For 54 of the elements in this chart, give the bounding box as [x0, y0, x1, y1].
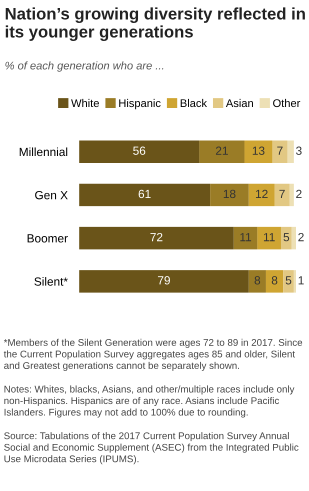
bar	[287, 140, 294, 163]
data-label: 61	[138, 190, 151, 198]
data-label: 8	[272, 276, 278, 285]
legend-label: Asian	[226, 98, 253, 108]
data-label: 11	[240, 233, 252, 242]
bar	[199, 140, 244, 163]
bar	[244, 140, 272, 163]
y-tick-label: Millennial	[20, 147, 68, 156]
data-label: 1	[298, 276, 304, 284]
data-label: 21	[216, 146, 228, 155]
y-tick-label: Gen X	[35, 190, 68, 200]
chart-title: Nation’s growing diversity reflected in its younger generations	[6, 7, 305, 41]
data-label: 72	[150, 232, 162, 242]
data-label: 12	[256, 190, 268, 198]
legend-label: Other	[273, 98, 300, 108]
text: *Members of the Silent Generation were ages 72 to 89 in 2017. Since the Current Population Survey aggregates ages 85 and older, Silent and Greatest generations cannot be separately shown.	[4, 338, 302, 371]
data-label: 3	[296, 146, 302, 155]
legend-label: White	[71, 98, 99, 108]
data-label: 5	[284, 233, 290, 242]
bar	[283, 270, 294, 293]
bar	[79, 270, 249, 293]
legend-label: Black	[180, 98, 208, 108]
bar	[294, 270, 296, 293]
bar	[210, 184, 249, 206]
bar	[79, 226, 234, 250]
data-label: 56	[133, 146, 146, 155]
bar	[79, 140, 200, 163]
data-label: 5	[286, 276, 292, 285]
bar	[272, 140, 288, 163]
bar	[280, 226, 292, 250]
bar	[274, 184, 290, 206]
bar	[79, 184, 210, 206]
bar	[248, 184, 275, 206]
bar	[257, 226, 281, 250]
data-label: 13	[252, 146, 264, 155]
data-label: 7	[279, 190, 285, 198]
text: Notes: Whites, blacks, Asians, and other/multiple races include only non-Hispanics. Hispanics are of any race. Asians include Pacific Islanders. Figures may not add to 100% due to rounding.	[4, 385, 294, 418]
bar	[292, 226, 296, 250]
data-label: 7	[277, 146, 283, 155]
bar	[248, 270, 266, 293]
y-tick-label: Silent*	[34, 277, 68, 286]
legend-label: Hispanic	[119, 98, 161, 110]
source-note: Source: Tabulations of the 2017 Current Population Survey Annual Social and Economic Supplement (ASEC) from the Integrated Public Use Microdata Series (IPUMS).	[4, 432, 299, 464]
data-label: 2	[296, 190, 302, 198]
chart-subtitle: % of each generation who are ...	[5, 61, 164, 72]
data-label: 2	[298, 232, 304, 242]
y-tick-label: Boomer	[28, 234, 68, 243]
bar	[234, 226, 258, 250]
data-label: 18	[224, 190, 236, 198]
bar	[290, 184, 294, 206]
data-label: 8	[254, 276, 260, 285]
bar	[266, 270, 284, 293]
data-label: 79	[158, 276, 170, 285]
data-label: 11	[264, 233, 275, 242]
